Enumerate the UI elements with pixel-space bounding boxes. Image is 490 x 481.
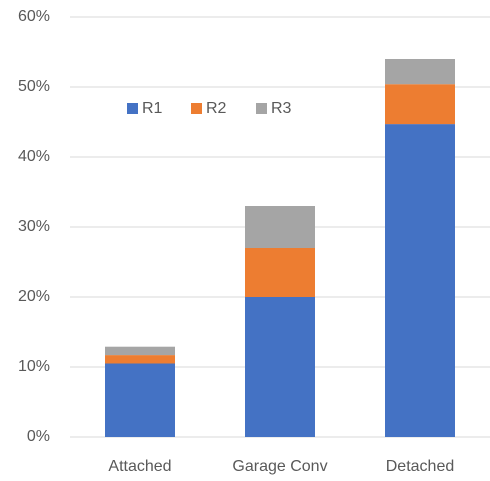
bar-segment [385,84,455,125]
y-tick-label: 40% [18,148,50,165]
bar-segment [105,355,175,364]
bar-segment [245,248,315,297]
y-tick-label: 10% [18,358,50,375]
bar-segment [105,346,175,356]
bar-segment [245,297,315,437]
legend-swatch [191,103,202,114]
y-tick-label: 0% [27,428,50,445]
legend-label: R1 [142,100,163,117]
x-tick-label: Detached [386,458,455,475]
legend-swatch [127,103,138,114]
legend-label: R2 [206,100,227,117]
bar-segment [385,124,455,437]
y-tick-label: 20% [18,288,50,305]
legend-swatch [256,103,267,114]
legend-label: R3 [271,100,292,117]
x-tick-label: Attached [108,458,171,475]
y-tick-label: 50% [18,78,50,95]
y-tick-label: 30% [18,218,50,235]
bar-segment [385,59,455,85]
bar-segment [245,206,315,248]
y-tick-label: 60% [18,8,50,25]
bar-segment [105,363,175,437]
x-tick-label: Garage Conv [232,458,327,475]
